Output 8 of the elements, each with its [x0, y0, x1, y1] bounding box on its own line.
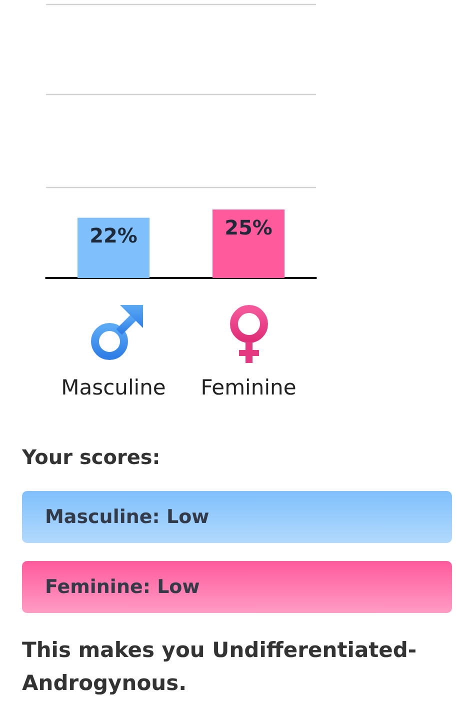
- text: Your scores:: [22, 444, 160, 471]
- data-label: 22%: [90, 224, 138, 248]
- score-box: Masculine: Low: [22, 491, 452, 543]
- score-box: Feminine: Low: [22, 561, 452, 613]
- text: This makes you Undifferentiated-Androgynous.: [22, 637, 418, 697]
- x-tick-label: Masculine: [61, 376, 166, 400]
- x-tick-label: Feminine: [200, 376, 296, 400]
- data-label: 25%: [224, 216, 272, 240]
